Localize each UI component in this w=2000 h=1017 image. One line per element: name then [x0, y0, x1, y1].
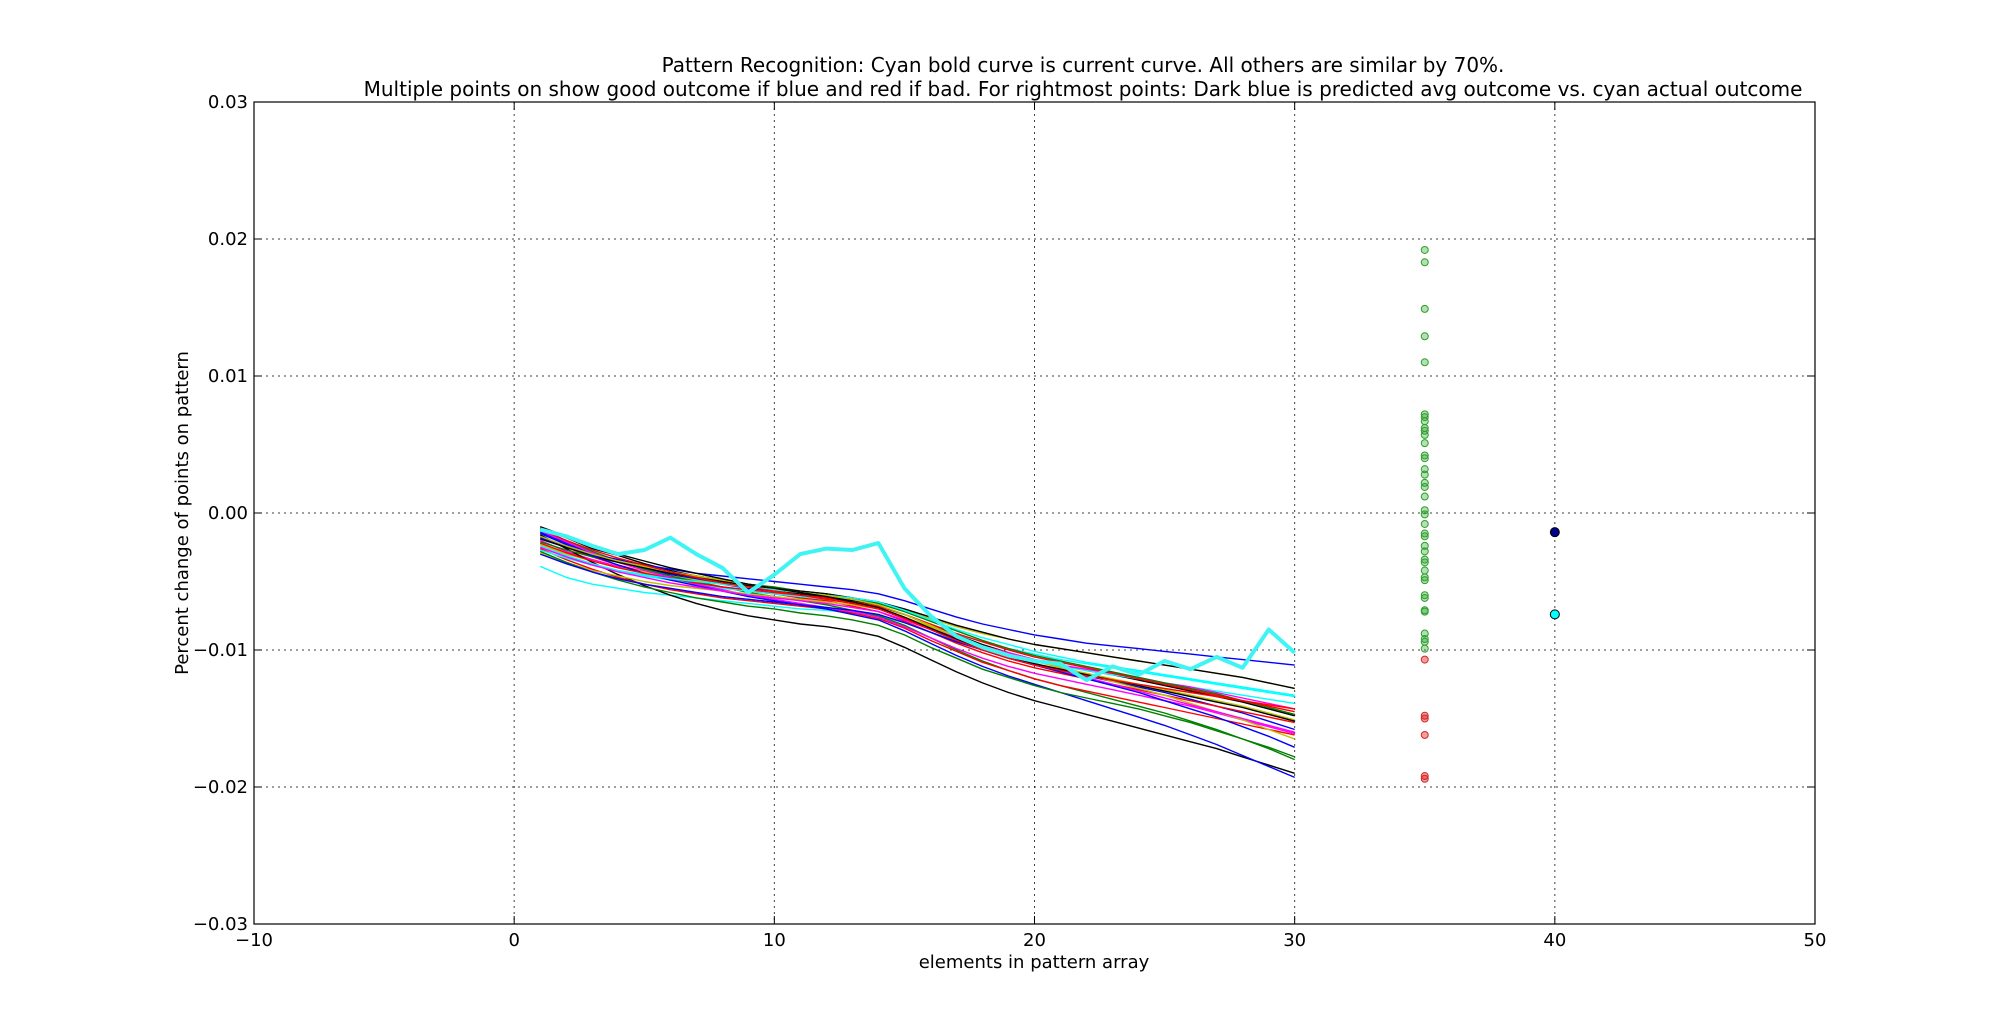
good-outcome-point [1420, 576, 1429, 585]
similar-curve-21 [539, 550, 1295, 758]
good-outcome-point [1420, 510, 1429, 519]
y-tick-label: 0.01 [208, 366, 248, 387]
good-outcome-point [1420, 637, 1429, 646]
good-outcome-point [1420, 451, 1429, 460]
y-axis-label: Percent change of points on pattern [172, 351, 193, 675]
good-outcome-point [1420, 454, 1429, 463]
good-outcome-point [1420, 532, 1429, 541]
plot-frame [253, 101, 1816, 925]
y-tick-label: 0.02 [208, 229, 248, 250]
good-outcome-point [1420, 482, 1429, 491]
x-tick-label: 50 [1804, 930, 1827, 951]
outcome-points [1420, 245, 1560, 783]
good-outcome-point [1420, 492, 1429, 501]
y-tick-label: 0.03 [208, 92, 248, 113]
x-tick-label: 10 [763, 930, 786, 951]
x-tick-label: −10 [235, 930, 273, 951]
similar-curve-18 [539, 549, 1295, 696]
good-outcome-point [1420, 304, 1429, 313]
y-tick-label: −0.02 [193, 777, 248, 798]
good-outcome-point [1420, 607, 1429, 616]
good-outcome-point [1420, 358, 1429, 367]
similar-curve-16 [539, 532, 1295, 779]
good-outcome-point [1420, 593, 1429, 602]
good-outcome-point [1420, 417, 1429, 426]
bad-outcome-point [1420, 774, 1429, 783]
good-outcome-point [1420, 629, 1429, 638]
grid [254, 102, 1815, 924]
similar-curve-22 [539, 526, 1295, 722]
y-tick-label: 0.00 [208, 503, 248, 524]
similar-curve-23 [539, 553, 1295, 748]
current-curve-group [539, 527, 1297, 683]
bad-outcome-point [1420, 714, 1429, 723]
good-outcome-point [1420, 258, 1429, 267]
good-outcome-point [1420, 519, 1429, 528]
predicted-outcome-point [1549, 527, 1560, 538]
bad-outcome-point [1420, 730, 1429, 739]
good-outcome-point [1420, 426, 1429, 435]
actual-outcome-point [1549, 609, 1560, 620]
similar-curve-24 [539, 528, 1295, 710]
good-outcome-point [1420, 413, 1429, 422]
y-tick-label: −0.01 [193, 640, 248, 661]
x-tick-label: 30 [1283, 930, 1306, 951]
good-outcome-point [1420, 332, 1429, 341]
good-outcome-point [1420, 644, 1429, 653]
good-outcome-point [1420, 465, 1429, 474]
good-outcome-point [1420, 566, 1429, 575]
x-tick-label: 20 [1023, 930, 1046, 951]
x-axis-label: elements in pattern array [919, 952, 1150, 973]
similar-curve-10 [539, 547, 1295, 736]
good-outcome-point [1420, 555, 1429, 564]
good-outcome-point [1420, 591, 1429, 600]
good-outcome-point [1420, 478, 1429, 487]
x-tick-label: 0 [508, 930, 519, 951]
bad-outcome-point [1420, 711, 1429, 720]
similar-curves [539, 526, 1295, 779]
good-outcome-point [1420, 541, 1429, 550]
similar-curve-15 [539, 538, 1295, 690]
good-outcome-point [1420, 439, 1429, 448]
good-outcome-point [1420, 558, 1429, 567]
good-outcome-point [1420, 506, 1429, 515]
good-outcome-point [1420, 245, 1429, 254]
bad-outcome-point [1420, 772, 1429, 781]
good-outcome-point [1420, 573, 1429, 582]
chart-title-line-1: Pattern Recognition: Cyan bold curve is … [662, 53, 1505, 77]
good-outcome-point [1420, 529, 1429, 538]
current-curve [539, 527, 1297, 683]
bad-outcome-point [1420, 655, 1429, 664]
good-outcome-point [1420, 547, 1429, 556]
x-tick-label: 40 [1543, 930, 1566, 951]
chart-title-line-2: Multiple points on show good outcome if … [364, 77, 1803, 101]
y-tick-label: −0.03 [193, 914, 248, 935]
good-outcome-point [1420, 430, 1429, 439]
good-outcome-point [1420, 635, 1429, 644]
good-outcome-point [1420, 470, 1429, 479]
axis-ticks: −10 0 10 20 30 40 50 −0.03 −0.02 −0.01 0.00 0.01 0.0… [193, 92, 1827, 951]
similar-curve-8 [539, 534, 1295, 774]
